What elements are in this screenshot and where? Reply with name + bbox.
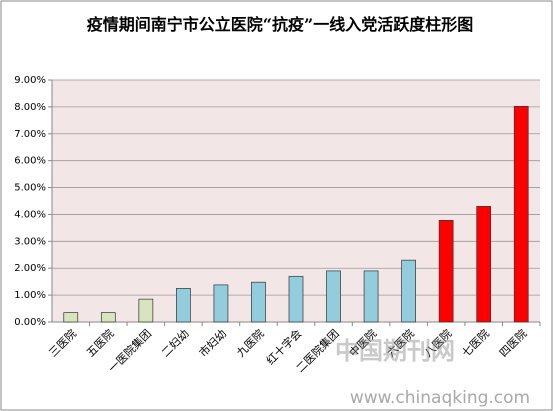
y-tick-label: 1.00%	[14, 290, 46, 301]
bar	[288, 275, 304, 323]
y-tick-label: 7.00%	[14, 129, 46, 140]
bar	[326, 270, 341, 323]
bar	[213, 284, 229, 323]
bar	[63, 312, 79, 323]
bar	[138, 298, 154, 323]
y-tick-label: 0.00%	[14, 317, 46, 328]
y-tick-label: 6.00%	[14, 156, 46, 167]
y-tick-label: 5.00%	[14, 183, 46, 194]
bar	[476, 206, 492, 323]
bar	[100, 312, 116, 323]
bar	[401, 259, 416, 323]
y-tick-label: 9.00%	[14, 75, 46, 86]
bar	[251, 281, 266, 323]
watermark-logo: 中国期刊网	[335, 337, 455, 365]
y-tick-label: 3.00%	[14, 236, 46, 247]
bar	[363, 270, 379, 323]
bar	[513, 106, 529, 323]
watermark: www.chinaqking.com	[350, 388, 530, 408]
bar	[176, 288, 191, 323]
y-tick-label: 2.00%	[14, 263, 46, 274]
y-tick-label: 4.00%	[14, 209, 46, 220]
chart-title: 疫情期间南宁市公立医院“抗疫”一线入党活跃度柱形图	[86, 15, 474, 34]
y-tick-label: 8.00%	[14, 102, 46, 113]
bar	[438, 220, 454, 323]
